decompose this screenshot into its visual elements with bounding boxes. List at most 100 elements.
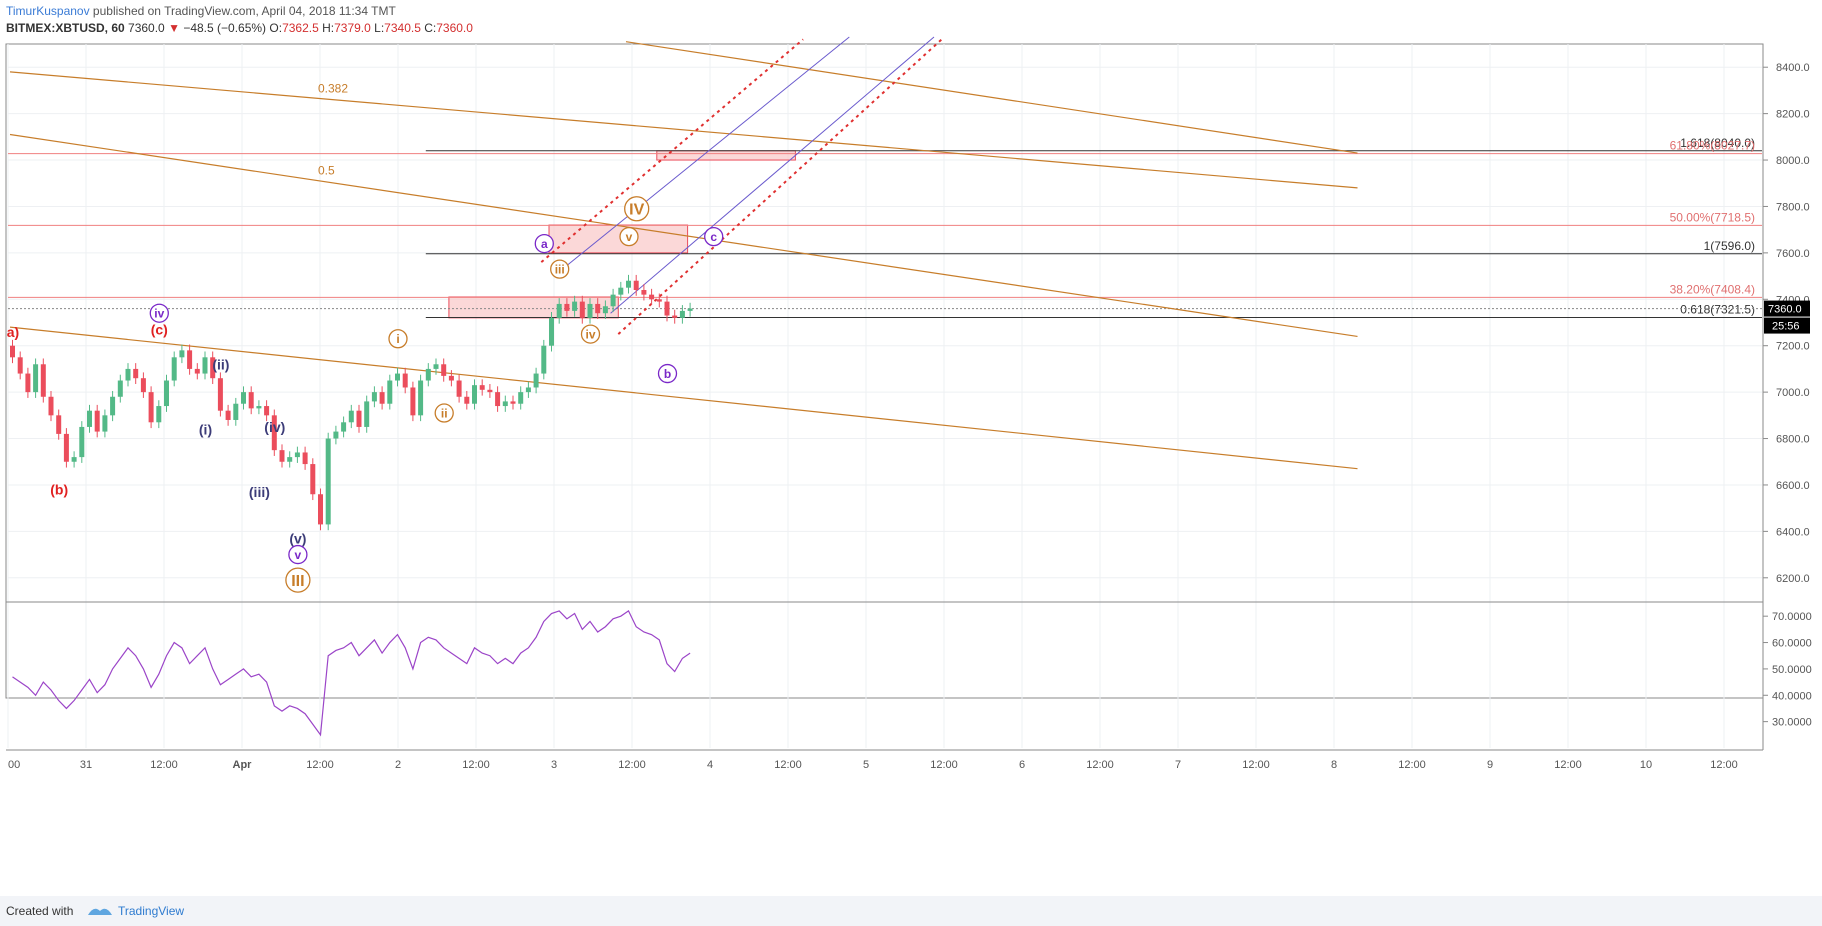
rsi-line [12, 610, 691, 737]
candle-body [402, 373, 408, 388]
wave-label: (c) [151, 322, 168, 338]
candle-body [217, 378, 223, 411]
time-tick-label: 12:00 [618, 759, 646, 771]
candle-body [464, 396, 470, 404]
wave-circle [149, 303, 169, 323]
candle-body [318, 494, 323, 525]
time-tick-label: Apr [233, 759, 253, 771]
wave-label: b [664, 367, 671, 381]
level-label: 1.618(8040.0) [1680, 136, 1755, 150]
footer: Created with TradingView [0, 896, 1822, 926]
wave-label: ii [441, 406, 448, 420]
candle-body [610, 294, 616, 307]
wave-label: (iv) [264, 419, 285, 435]
level-label: 1(7596.0) [1704, 239, 1755, 253]
candle-body [533, 373, 539, 388]
wave-circle [534, 233, 554, 254]
candle-body [348, 410, 354, 423]
candle-body [679, 310, 685, 318]
grid [6, 44, 1764, 751]
price-tick-label: 7600.0 [1776, 248, 1810, 260]
candle-body [587, 303, 593, 318]
wave-circle [580, 324, 601, 344]
chart-area[interactable]: 1.618(8040.0)61.80%(8027.7) 50.00%(7718.5… [0, 36, 1822, 896]
time-tick-label: 9 [1487, 759, 1493, 771]
trend-line [625, 41, 1358, 154]
candle-body [264, 406, 270, 416]
candle-body [495, 392, 501, 407]
wave-label: c [710, 230, 717, 244]
wave-label: a) [7, 324, 19, 340]
time-tick-label: 3 [551, 759, 557, 771]
price-tick-label: 7000.0 [1776, 387, 1810, 399]
candle-body [564, 303, 570, 311]
candle-body [664, 301, 670, 316]
time-tick-label: 12:00 [930, 759, 958, 771]
candle-body [87, 410, 92, 427]
high-value: 7379.0 [334, 21, 371, 35]
candle-body [140, 378, 146, 393]
candle-body [541, 345, 547, 374]
candle-body [310, 464, 316, 495]
rsi-pane [12, 610, 691, 737]
wave-circle [288, 544, 308, 565]
candle-body [102, 415, 108, 432]
candle-body [502, 401, 508, 407]
time-tick-label: 12:00 [306, 759, 334, 771]
candle-body [364, 401, 370, 427]
candle-body [25, 373, 31, 393]
price-tick-label: 8400.0 [1776, 62, 1810, 74]
candle-body [556, 303, 562, 318]
channel-line [617, 38, 943, 335]
tradingview-logo-icon [88, 908, 112, 915]
wave-circle [388, 329, 408, 349]
candle-body [302, 452, 308, 465]
candle-body [602, 306, 608, 314]
time-tick-label: 2 [395, 759, 401, 771]
candle-body [63, 433, 69, 462]
candle-body [94, 410, 100, 432]
candle-body [641, 290, 647, 295]
candle-body [456, 380, 462, 397]
candle-body [549, 317, 554, 346]
time-tick-label: 7 [1175, 759, 1181, 771]
price-tick-label: 6200.0 [1776, 573, 1810, 585]
candle-body [241, 392, 246, 404]
candle-body [71, 457, 77, 462]
level-label: 38.20%(7408.4) [1670, 282, 1755, 296]
change-value: −48.5 (−0.65%) [183, 21, 267, 35]
candle-body [626, 280, 631, 288]
candle-body [595, 303, 601, 314]
wave-label: v [295, 548, 302, 562]
level-label: 0.618(7321.5) [1680, 303, 1755, 317]
level-label: 50.00%(7718.5) [1670, 210, 1755, 224]
candle-body [525, 387, 531, 393]
time-tick-label: 12:00 [1086, 759, 1114, 771]
rsi-tick-label: 30.0000 [1772, 717, 1812, 729]
candle-body [117, 380, 123, 397]
wave-label: v [626, 230, 633, 244]
candle-body [279, 450, 285, 462]
candle-body [48, 396, 54, 416]
countdown-badge-text: 25:56 [1772, 321, 1800, 333]
candle-body [202, 357, 208, 374]
candle-body [510, 401, 516, 404]
rsi-tick-label: 70.0000 [1772, 611, 1812, 623]
candle-body [479, 385, 485, 390]
trend-line-label: 0.5 [318, 164, 335, 178]
trend-line [9, 326, 1358, 470]
candle-body [156, 406, 162, 423]
author-link[interactable]: TimurKuspanov [6, 4, 90, 18]
time-tick-label: 12:00 [1398, 759, 1426, 771]
time-tick-label: 12:00 [1554, 759, 1582, 771]
wave-circle [550, 259, 570, 279]
channel-line [556, 36, 850, 275]
candle-body [433, 364, 439, 369]
tradingview-link[interactable]: TradingView [118, 904, 185, 918]
rsi-tick-label: 50.0000 [1772, 664, 1812, 676]
low-value: 7340.5 [384, 21, 421, 35]
trend-lines: 0.382 0.5 [9, 41, 1358, 470]
candle-body [79, 426, 85, 458]
candle-body [171, 357, 177, 381]
candle-body [448, 375, 454, 381]
